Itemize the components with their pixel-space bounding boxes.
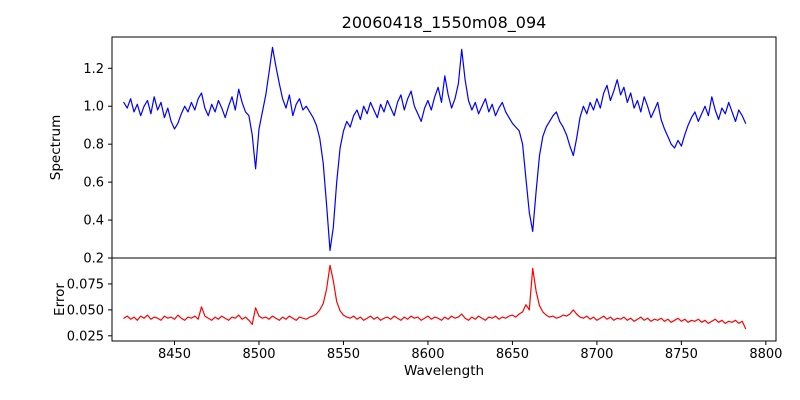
- y-tick-label: 0.075: [67, 277, 104, 292]
- y-tick-label: 0.4: [83, 214, 104, 229]
- y-tick-label: 0.050: [67, 303, 104, 318]
- axes-frame: [111, 257, 777, 342]
- y-tick-label: 0.6: [83, 176, 104, 191]
- x-tick-label: 8750: [665, 347, 698, 362]
- x-tick-label: 8500: [242, 347, 275, 362]
- axes-frame: [111, 36, 777, 259]
- x-tick-label: 8700: [580, 347, 613, 362]
- x-axis-label: Wavelength: [404, 363, 484, 379]
- spectrum-line: [123, 46, 747, 251]
- error-panel: 0.025 0.050 0.075 8450 8500 8550 8600 8650 8700 8…: [67, 257, 782, 362]
- y-tick-label: 1.2: [83, 62, 104, 77]
- x-tick-label: 8450: [158, 347, 191, 362]
- x-tick-label: 8800: [749, 347, 782, 362]
- y-tick-label: 0.8: [83, 138, 104, 153]
- spectrum-panel: 0.2 0.4 0.6 0.8 1.0 1.2: [83, 36, 777, 267]
- y-tick-label: 0.2: [83, 252, 104, 267]
- x-tick-label: 8650: [496, 347, 529, 362]
- error-line: [123, 264, 747, 330]
- y-axis-label-error: Error: [52, 283, 68, 316]
- x-tick-label: 8600: [411, 347, 444, 362]
- y-tick-label: 1.0: [83, 100, 104, 115]
- chart-title: 20060418_1550m08_094: [342, 13, 547, 33]
- x-tick-label: 8550: [327, 347, 360, 362]
- y-tick-label: 0.025: [67, 329, 104, 344]
- y-axis-label-spectrum: Spectrum: [48, 115, 64, 180]
